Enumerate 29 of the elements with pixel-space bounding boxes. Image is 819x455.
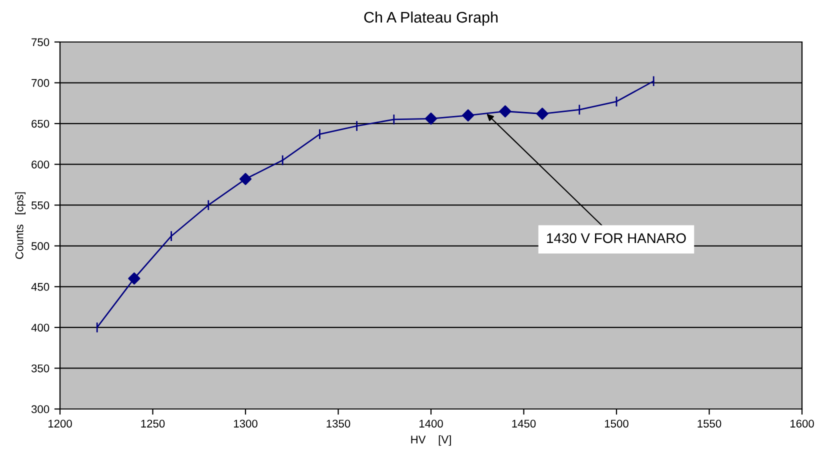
y-tick-label: 550 xyxy=(31,201,50,210)
annotation: 1430 V FOR HANARO xyxy=(547,233,686,244)
y-tick-label: 350 xyxy=(31,364,50,372)
chart-title: Ch A Plateau Graph xyxy=(364,11,498,26)
y-axis-title: Counts [cps] xyxy=(15,192,26,259)
y-tick-label: 400 xyxy=(31,324,50,332)
point xyxy=(499,105,512,118)
point xyxy=(536,108,548,120)
x-tick-label: 1300 xyxy=(234,420,258,428)
x-tick-label: 1450 xyxy=(512,420,536,428)
y-tick-label: 450 xyxy=(31,282,50,291)
y-tick-label: 650 xyxy=(32,120,50,128)
y-tick-label: 750 xyxy=(32,38,50,46)
x-tick-label: 1350 xyxy=(326,420,350,428)
y-tick-label: 700 xyxy=(32,79,50,87)
x-tick-label: 1400 xyxy=(419,420,443,428)
x-tick-label: 1600 xyxy=(790,420,814,428)
point xyxy=(462,109,474,122)
x-tick-label: 1200 xyxy=(48,420,72,428)
x-tick-label: 1550 xyxy=(698,420,722,428)
point xyxy=(128,272,140,285)
x-tick-label: 1500 xyxy=(604,420,628,428)
point xyxy=(424,112,438,125)
x-axis-title: HV [V] xyxy=(411,435,451,446)
point xyxy=(239,172,252,186)
y-tick-label: 600 xyxy=(32,160,50,168)
y-tick-label: 300 xyxy=(31,405,50,414)
y-tick-label: 500 xyxy=(31,242,50,250)
x-tick-label: 1250 xyxy=(141,420,165,428)
